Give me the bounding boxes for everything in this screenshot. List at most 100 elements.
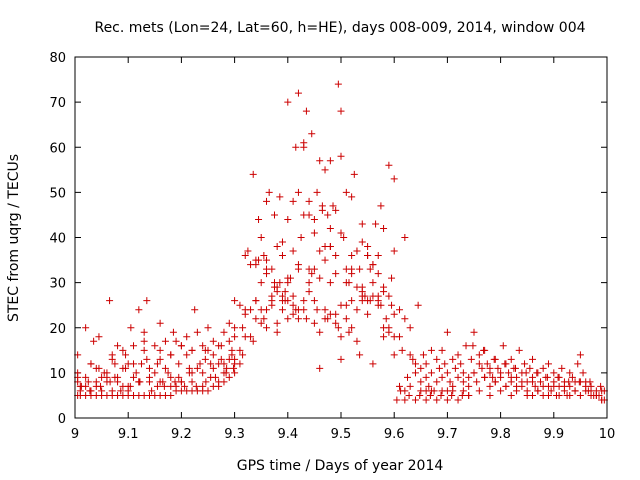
data-point [209, 337, 217, 345]
data-point [183, 351, 191, 359]
data-point [225, 319, 233, 327]
data-point [271, 279, 278, 287]
data-point [305, 279, 313, 287]
data-point [405, 391, 413, 399]
data-point [437, 391, 445, 399]
data-point [419, 351, 427, 359]
data-point [334, 80, 342, 88]
data-point [135, 378, 143, 386]
data-point [199, 369, 207, 377]
data-point [454, 373, 462, 381]
y-tick-label: 20 [49, 322, 66, 337]
data-point [294, 261, 302, 269]
data-point [160, 382, 168, 390]
data-point [260, 252, 268, 260]
data-point [332, 252, 340, 260]
data-point [171, 378, 179, 386]
data-point [401, 315, 409, 323]
x-tick-label: 9 [71, 427, 79, 442]
data-point [140, 328, 148, 336]
data-point [86, 387, 94, 395]
data-point [433, 355, 441, 363]
data-point [390, 310, 398, 318]
data-point [547, 387, 555, 395]
data-point [480, 346, 488, 354]
x-axis-label: GPS time / Days of year 2014 [237, 458, 444, 474]
data-point [388, 301, 396, 309]
data-point [406, 324, 414, 332]
data-point [334, 324, 342, 332]
data-point [358, 297, 366, 305]
data-point [145, 364, 153, 372]
data-point [207, 360, 215, 368]
data-point [566, 391, 574, 399]
data-point [84, 378, 92, 386]
data-point [529, 378, 537, 386]
data-point [201, 346, 209, 354]
data-point [90, 337, 98, 345]
data-point [249, 170, 257, 178]
data-point [321, 166, 329, 174]
data-point [313, 188, 321, 196]
data-point [417, 364, 425, 372]
data-point [377, 202, 385, 210]
data-point [475, 387, 483, 395]
data-point [576, 351, 584, 359]
data-point [385, 328, 393, 336]
data-point [300, 211, 308, 219]
data-point [481, 373, 489, 381]
data-point [435, 364, 443, 372]
data-point [486, 364, 494, 372]
data-point [273, 288, 281, 296]
data-point [310, 229, 318, 237]
data-point [117, 387, 125, 395]
data-point [263, 256, 271, 264]
data-point [140, 346, 148, 354]
data-point [82, 391, 90, 399]
data-point [513, 382, 521, 390]
data-point [372, 220, 380, 228]
y-tick-label: 0 [58, 412, 66, 427]
data-point [598, 387, 606, 395]
y-tick-label: 80 [49, 51, 66, 66]
data-point [385, 161, 393, 169]
data-point [417, 378, 425, 386]
data-point [425, 382, 433, 390]
data-point [236, 360, 244, 368]
data-point [300, 139, 308, 147]
data-point [292, 143, 300, 151]
data-point [568, 373, 576, 381]
data-point [220, 328, 228, 336]
data-point [502, 382, 510, 390]
data-point [454, 396, 462, 404]
y-tick-label: 30 [49, 277, 66, 292]
data-point [181, 382, 189, 390]
data-point [459, 387, 467, 395]
data-point [130, 360, 138, 368]
data-point [390, 175, 398, 183]
data-point [236, 346, 244, 354]
data-point [470, 369, 478, 377]
data-point [369, 360, 377, 368]
data-point [148, 387, 156, 395]
data-point [353, 337, 361, 345]
data-point [550, 382, 558, 390]
data-point [82, 382, 90, 390]
data-point [522, 369, 530, 377]
y-axis-label: STEC from uqrg / TECUs [6, 154, 22, 322]
data-point [544, 360, 552, 368]
data-point [231, 355, 239, 363]
x-tick-label: 9.3 [224, 427, 245, 442]
data-point [494, 364, 502, 372]
data-point [255, 215, 263, 223]
data-point [462, 342, 470, 350]
data-point [467, 355, 475, 363]
data-point [193, 328, 201, 336]
data-point [284, 274, 292, 282]
data-point [374, 252, 382, 260]
data-point [350, 170, 358, 178]
data-point [257, 319, 265, 327]
data-point [276, 193, 284, 201]
data-point [172, 337, 180, 345]
